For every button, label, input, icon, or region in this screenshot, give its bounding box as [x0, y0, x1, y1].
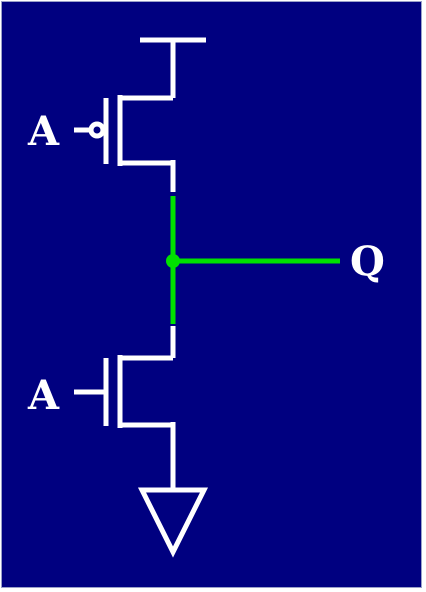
nmos-transistor — [74, 326, 176, 490]
pmos-gate-label: A — [28, 108, 60, 155]
output-label: Q — [350, 238, 385, 285]
nmos-gate-label: A — [28, 372, 60, 419]
output-net — [166, 196, 340, 324]
ground-symbol — [137, 487, 209, 558]
pmos-inversion-bubble — [88, 121, 106, 139]
diagram-background — [1, 1, 422, 588]
vdd-supply-symbol — [140, 37, 206, 64]
pmos-transistor — [74, 64, 176, 192]
output-junction-dot — [166, 254, 180, 268]
